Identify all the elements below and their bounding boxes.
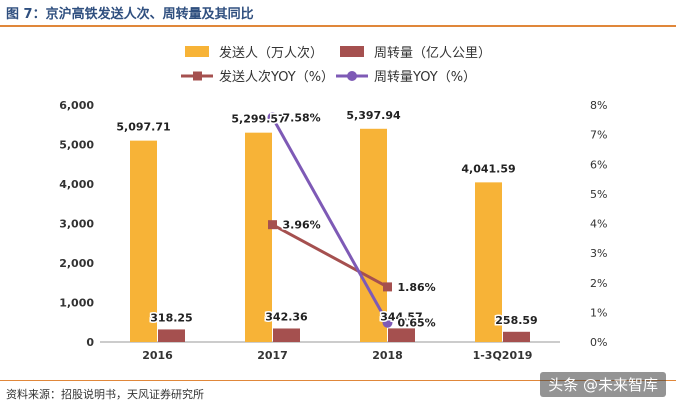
legend-label: 周转量（亿人公里） — [374, 46, 491, 61]
bar-data-label: 318.25 — [150, 311, 192, 324]
bar — [273, 328, 300, 342]
line-marker — [267, 112, 278, 123]
bar-data-label: 5,397.94 — [346, 109, 401, 122]
y-right-tick-label: 8% — [590, 99, 607, 112]
footer-rule — [0, 380, 676, 381]
bar-data-label: 258.59 — [495, 314, 537, 327]
y-left-tick-label: 5,000 — [59, 139, 94, 152]
y-left-tick-label: 1,000 — [59, 297, 94, 310]
y-right-tick-label: 1% — [590, 306, 607, 319]
bar-data-label: 344.57 — [380, 310, 422, 323]
bar-data-label: 5,299.57 — [231, 113, 285, 126]
line-data-label: 3.96% — [283, 219, 321, 232]
y-right-tick-label: 5% — [590, 188, 607, 201]
bar-data-label: 342.36 — [265, 310, 308, 323]
x-tick-label: 2017 — [257, 349, 288, 362]
bar — [158, 329, 185, 342]
y-left-tick-label: 6,000 — [59, 99, 94, 112]
y-right-tick-label: 7% — [590, 129, 607, 142]
bar-data-label: 5,097.71 — [116, 121, 170, 134]
y-left-tick-label: 2,000 — [59, 257, 94, 270]
legend-label: 发送人（万人次） — [219, 45, 323, 61]
line-marker — [268, 220, 277, 230]
y-right-tick-label: 2% — [590, 277, 607, 290]
legend-swatch — [340, 46, 364, 57]
line-data-label: 1.86% — [398, 281, 436, 294]
x-tick-label: 1-3Q2019 — [473, 349, 533, 362]
bar — [130, 140, 157, 342]
series-line — [271, 223, 389, 289]
legend-label: 发送人次YOY（%） — [219, 69, 334, 85]
bar — [475, 182, 502, 342]
legend-marker — [193, 71, 202, 81]
title-rule — [0, 25, 676, 27]
source-note: 资料来源：招股说明书，天风证券研究所 — [6, 388, 204, 401]
y-left-tick-label: 0 — [86, 336, 94, 349]
line-data-label: 7.58% — [283, 111, 321, 124]
y-right-tick-label: 4% — [590, 218, 607, 231]
series-line — [271, 116, 389, 324]
legend-swatch — [185, 46, 209, 57]
bar — [503, 331, 530, 342]
y-right-tick-label: 3% — [590, 247, 607, 260]
bar — [388, 328, 415, 342]
line-data-label: 0.65% — [398, 317, 436, 330]
x-tick-label: 2016 — [142, 349, 173, 362]
legend-marker — [347, 71, 357, 81]
watermark: 头条 @未来智库 — [540, 372, 666, 397]
line-marker — [383, 282, 392, 292]
y-right-tick-label: 6% — [590, 158, 607, 171]
y-left-tick-label: 4,000 — [59, 178, 94, 191]
bar-data-label: 4,041.59 — [461, 162, 515, 175]
bar — [245, 132, 272, 342]
y-right-tick-label: 0% — [590, 336, 607, 349]
line-marker — [382, 317, 393, 328]
x-tick-label: 2018 — [372, 349, 403, 362]
bar — [360, 128, 387, 342]
y-left-tick-label: 3,000 — [59, 218, 94, 231]
figure-title: 图 7：京沪高铁发送人次、周转量及其同比 — [6, 7, 254, 22]
legend-label: 周转量YOY（%） — [374, 70, 476, 85]
